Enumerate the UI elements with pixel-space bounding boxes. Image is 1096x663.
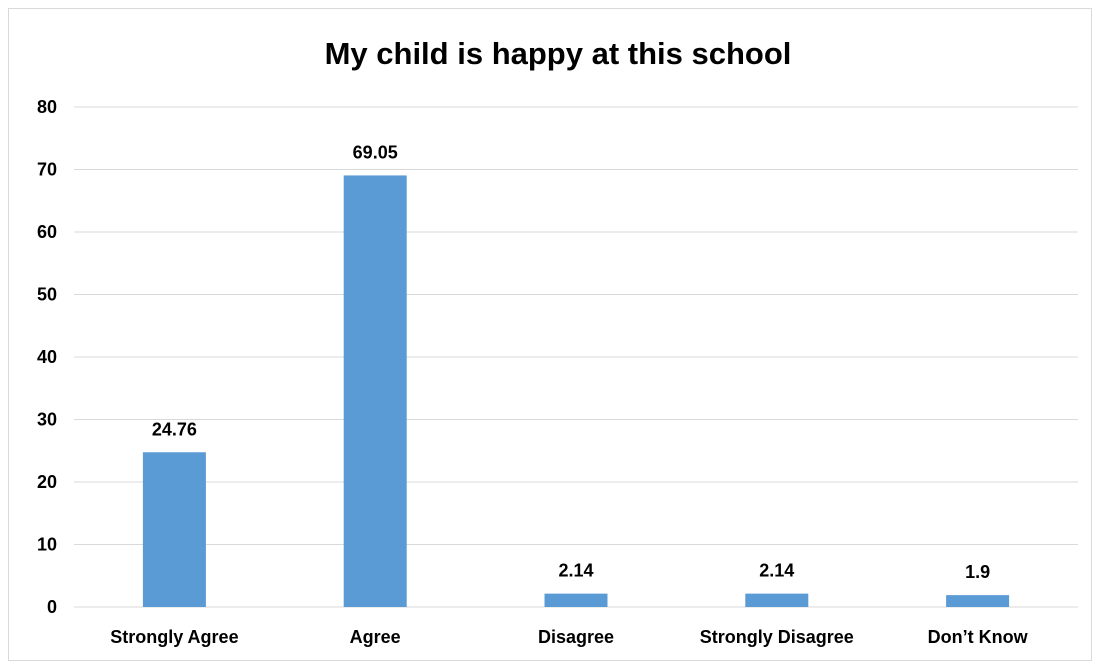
y-tick-label: 50 <box>37 285 57 305</box>
y-tick-label: 70 <box>37 160 57 180</box>
bars <box>142 175 1010 607</box>
gridlines <box>74 106 1078 608</box>
data-label: 1.9 <box>965 562 990 582</box>
y-tick-label: 40 <box>37 347 57 367</box>
x-category-label: Strongly Agree <box>110 627 238 647</box>
y-tick-label: 0 <box>47 597 57 617</box>
data-label: 2.14 <box>759 561 794 581</box>
y-tick-label: 80 <box>37 97 57 117</box>
x-category-label: Agree <box>350 627 401 647</box>
y-tick-label: 10 <box>37 535 57 555</box>
bar <box>142 452 206 607</box>
y-tick-label: 20 <box>37 472 57 492</box>
y-tick-label: 30 <box>37 410 57 430</box>
x-category-label: Don’t Know <box>928 627 1029 647</box>
data-label: 2.14 <box>558 561 593 581</box>
x-category-label: Strongly Disagree <box>700 627 854 647</box>
bar <box>946 595 1010 607</box>
bar <box>343 175 407 607</box>
x-category-label: Disagree <box>538 627 614 647</box>
y-tick-label: 60 <box>37 222 57 242</box>
data-label: 24.76 <box>152 419 197 439</box>
x-axis-category-labels: Strongly Agree Agree Disagree Strongly Disa… <box>110 627 1028 647</box>
bar <box>544 593 608 607</box>
chart-title: My child is happy at this school <box>325 36 792 71</box>
y-axis-tick-labels: 0 10 20 30 40 50 60 70 80 <box>37 97 57 617</box>
data-label: 69.05 <box>353 142 398 162</box>
data-labels: 24.76 69.05 2.14 2.14 1.9 <box>152 142 990 582</box>
bar <box>745 593 809 607</box>
